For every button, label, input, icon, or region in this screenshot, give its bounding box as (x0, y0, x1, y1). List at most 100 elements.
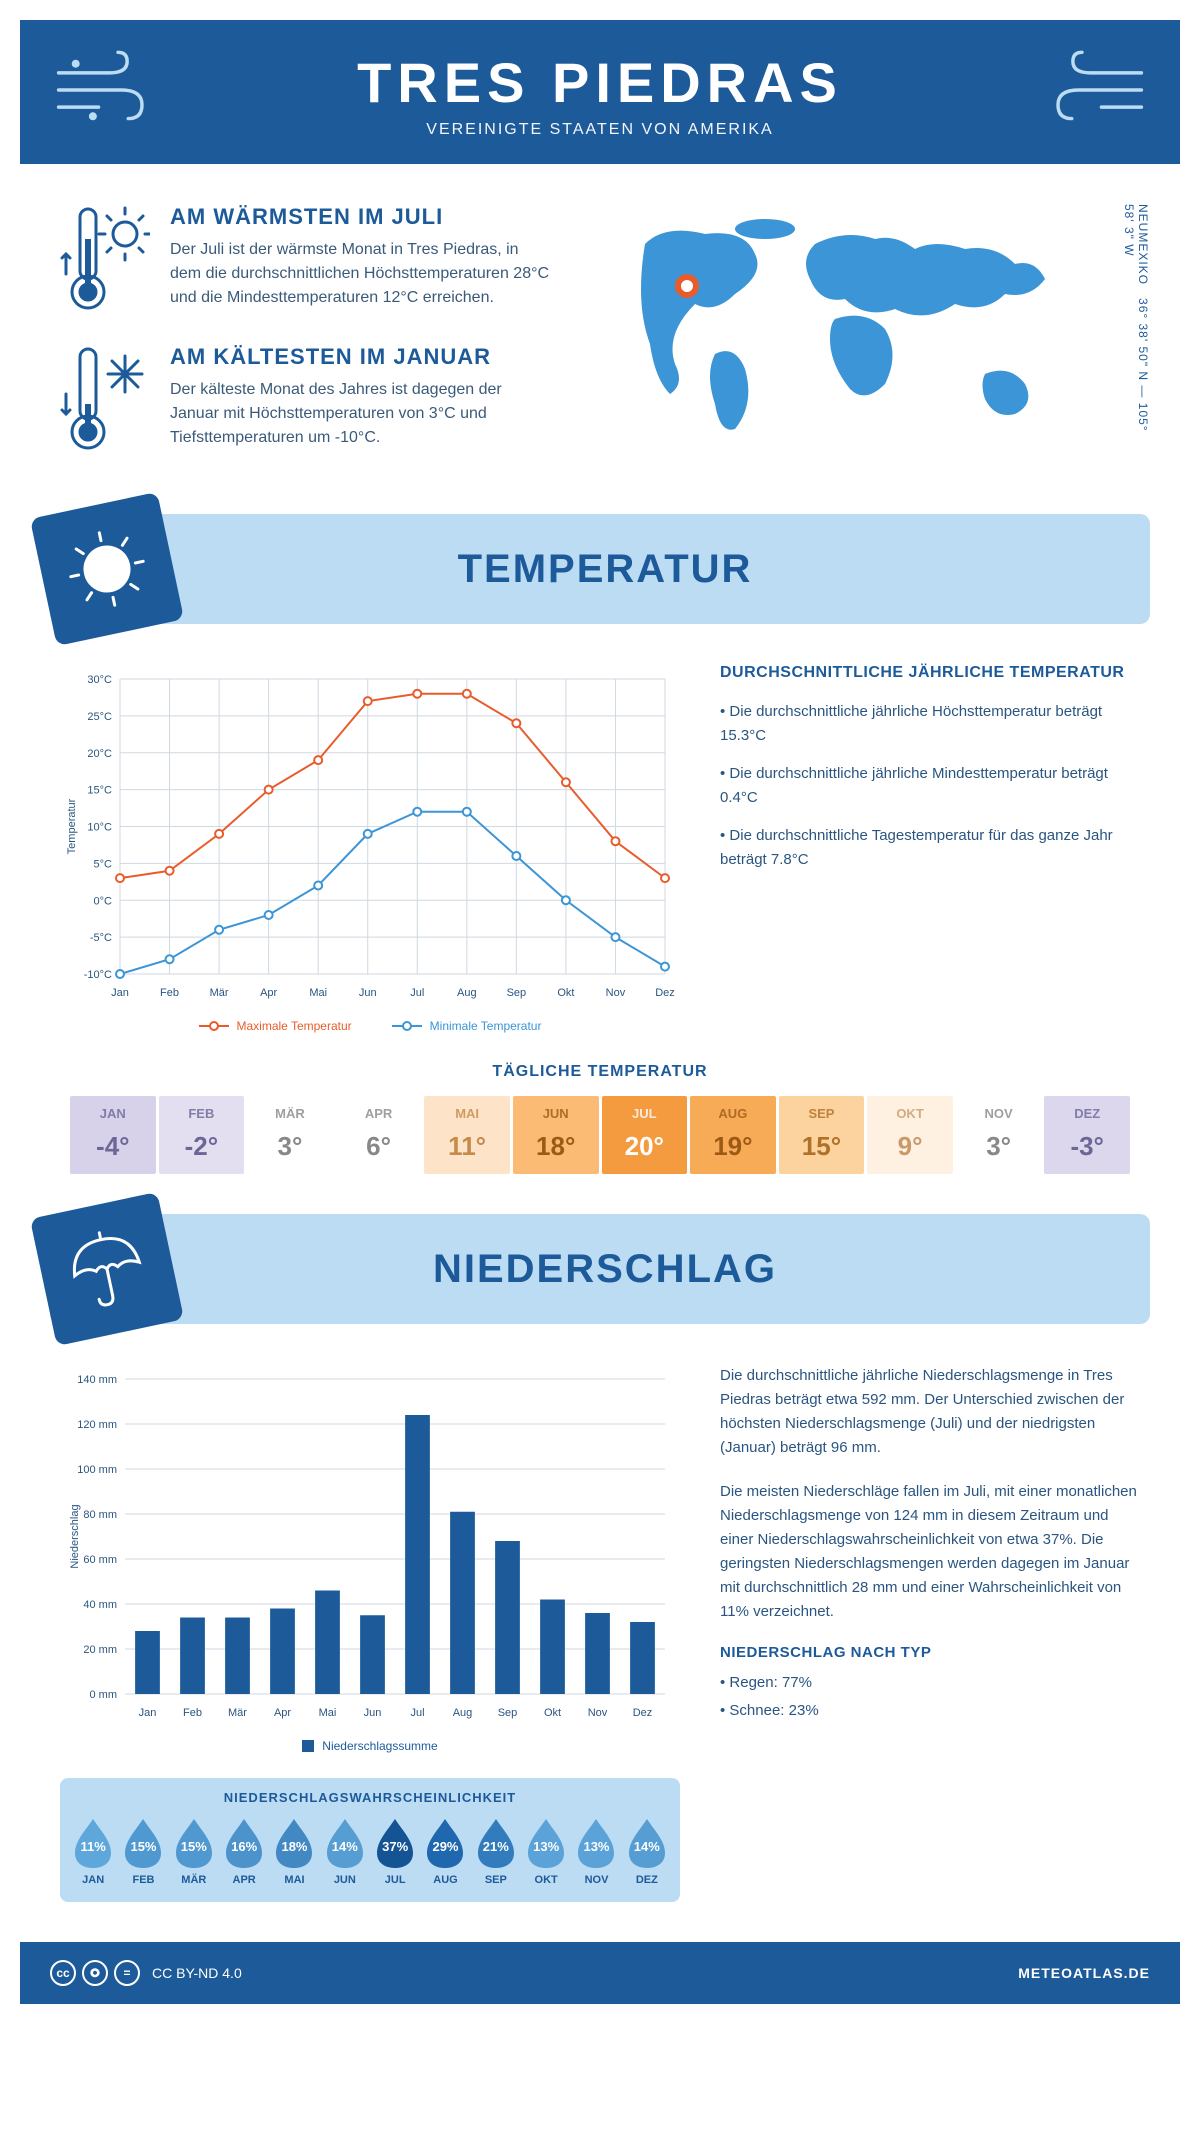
precip-prob-drop: 29% AUG (422, 1817, 468, 1886)
coordinates-label: NEUMEXIKO 36° 38' 50" N — 105° 58' 3" W (1122, 204, 1150, 449)
wind-icon (50, 50, 170, 130)
svg-text:10°C: 10°C (87, 822, 112, 834)
precip-summary: Die durchschnittliche jährliche Niedersc… (720, 1364, 1140, 1902)
svg-text:5°C: 5°C (94, 858, 113, 870)
svg-text:Aug: Aug (457, 987, 477, 999)
umbrella-icon (30, 1192, 184, 1346)
svg-text:30°C: 30°C (87, 674, 112, 686)
location-title: TRES PIEDRAS (40, 50, 1160, 115)
svg-text:120 mm: 120 mm (77, 1419, 117, 1431)
svg-text:Dez: Dez (633, 1707, 653, 1719)
wind-icon (1030, 50, 1150, 130)
svg-text:Mai: Mai (319, 1707, 337, 1719)
svg-text:Mai: Mai (309, 987, 327, 999)
prob-title: NIEDERSCHLAGSWAHRSCHEINLICHKEIT (70, 1790, 670, 1805)
daily-temp-cell: SEP15° (779, 1096, 865, 1174)
svg-text:20 mm: 20 mm (83, 1644, 117, 1656)
precip-prob-drop: 37% JUL (372, 1817, 418, 1886)
svg-text:Mär: Mär (228, 1707, 247, 1719)
temperature-section-header: TEMPERATUR (50, 514, 1150, 624)
cc-icon: cc (50, 1960, 76, 1986)
precip-prob-drop: 14% DEZ (624, 1817, 670, 1886)
temp-summary-heading: DURCHSCHNITTLICHE JÄHRLICHE TEMPERATUR (720, 664, 1140, 682)
svg-text:Mär: Mär (210, 987, 229, 999)
svg-text:Jun: Jun (359, 987, 377, 999)
svg-text:40 mm: 40 mm (83, 1599, 117, 1611)
world-map (615, 204, 1075, 444)
svg-text:140 mm: 140 mm (77, 1374, 117, 1386)
page-footer: cc🞉= CC BY-ND 4.0 METEOATLAS.DE (20, 1942, 1180, 2004)
svg-text:Temperatur: Temperatur (66, 798, 78, 854)
svg-text:Aug: Aug (453, 1707, 473, 1719)
intro-section: AM WÄRMSTEN IM JULI Der Juli ist der wär… (20, 164, 1180, 514)
svg-text:Jun: Jun (364, 1707, 382, 1719)
daily-temp-cell: AUG19° (690, 1096, 776, 1174)
svg-text:Jan: Jan (111, 987, 129, 999)
by-icon: 🞉 (82, 1960, 108, 1986)
svg-text:60 mm: 60 mm (83, 1554, 117, 1566)
precipitation-bar-chart: 0 mm 20 mm 40 mm 60 mm 80 mm 100 mm 120 mm 140 … (60, 1364, 680, 1724)
precip-prob-drop: 14% JUN (322, 1817, 368, 1886)
svg-text:Nov: Nov (588, 1707, 608, 1719)
coldest-title: AM KÄLTESTEN IM JANUAR (170, 344, 550, 370)
location-marker-icon (678, 277, 696, 295)
svg-text:Feb: Feb (160, 987, 179, 999)
precip-section-header: NIEDERSCHLAG (50, 1214, 1150, 1324)
svg-text:Jan: Jan (139, 1707, 157, 1719)
svg-text:Sep: Sep (498, 1707, 518, 1719)
precip-prob-drop: 13% NOV (573, 1817, 619, 1886)
precip-type-heading: NIEDERSCHLAG NACH TYP (720, 1644, 1140, 1661)
precip-prob-drop: 16% APR (221, 1817, 267, 1886)
svg-text:25°C: 25°C (87, 711, 112, 723)
svg-text:Jul: Jul (410, 987, 424, 999)
precip-prob-drop: 11% JAN (70, 1817, 116, 1886)
site-name: METEOATLAS.DE (1018, 1965, 1150, 1981)
temperature-line-chart: -10°C-5°C0°C5°C10°C15°C20°C25°C30°CJanFe… (60, 664, 680, 1004)
svg-text:15°C: 15°C (87, 785, 112, 797)
warmest-text: Der Juli ist der wärmste Monat in Tres P… (170, 238, 550, 310)
precip-probability-box: NIEDERSCHLAGSWAHRSCHEINLICHKEIT 11% JAN … (60, 1778, 680, 1902)
country-subtitle: VEREINIGTE STAATEN VON AMERIKA (40, 121, 1160, 139)
svg-text:0°C: 0°C (94, 895, 113, 907)
daily-temp-cell: JUL20° (602, 1096, 688, 1174)
daily-temp-grid: JAN-4° FEB-2° MÄR3° APR6° MAI11° JUN18° … (60, 1096, 1140, 1174)
temp-section-title: TEMPERATUR (180, 547, 1150, 592)
daily-temp-cell: NOV3° (956, 1096, 1042, 1174)
svg-text:80 mm: 80 mm (83, 1509, 117, 1521)
svg-text:0 mm: 0 mm (90, 1689, 118, 1701)
daily-temp-cell: DEZ-3° (1044, 1096, 1130, 1174)
thermometer-cold-icon (60, 344, 150, 454)
daily-temp-cell: APR6° (336, 1096, 422, 1174)
coldest-fact: AM KÄLTESTEN IM JANUAR Der kälteste Mona… (60, 344, 585, 454)
svg-text:Okt: Okt (544, 1707, 561, 1719)
page-header: TRES PIEDRAS VEREINIGTE STAATEN VON AMER… (20, 20, 1180, 164)
precip-prob-drop: 15% MÄR (171, 1817, 217, 1886)
nd-icon: = (114, 1960, 140, 1986)
temp-chart-legend: Maximale Temperatur Minimale Temperatur (60, 1019, 680, 1033)
daily-temp-title: TÄGLICHE TEMPERATUR (60, 1063, 1140, 1081)
daily-temp-cell: MÄR3° (247, 1096, 333, 1174)
daily-temp-cell: JUN18° (513, 1096, 599, 1174)
svg-text:Nov: Nov (606, 987, 626, 999)
warmest-title: AM WÄRMSTEN IM JULI (170, 204, 550, 230)
thermometer-hot-icon (60, 204, 150, 314)
precip-prob-drop: 15% FEB (120, 1817, 166, 1886)
daily-temp-cell: FEB-2° (159, 1096, 245, 1174)
svg-text:Apr: Apr (274, 1707, 291, 1719)
warmest-fact: AM WÄRMSTEN IM JULI Der Juli ist der wär… (60, 204, 585, 314)
daily-temp-cell: MAI11° (424, 1096, 510, 1174)
license-label: CC BY-ND 4.0 (152, 1965, 242, 1981)
svg-text:Sep: Sep (507, 987, 527, 999)
precip-chart-legend: Niederschlagssumme (60, 1739, 680, 1753)
svg-text:-10°C: -10°C (84, 969, 112, 981)
precip-prob-drop: 21% SEP (473, 1817, 519, 1886)
daily-temp-cell: JAN-4° (70, 1096, 156, 1174)
svg-text:Jul: Jul (410, 1707, 424, 1719)
svg-text:Niederschlag: Niederschlag (69, 1504, 81, 1568)
svg-text:100 mm: 100 mm (77, 1464, 117, 1476)
svg-text:20°C: 20°C (87, 748, 112, 760)
svg-text:Okt: Okt (557, 987, 574, 999)
sun-icon (30, 492, 184, 646)
svg-text:Apr: Apr (260, 987, 277, 999)
svg-text:Feb: Feb (183, 1707, 202, 1719)
